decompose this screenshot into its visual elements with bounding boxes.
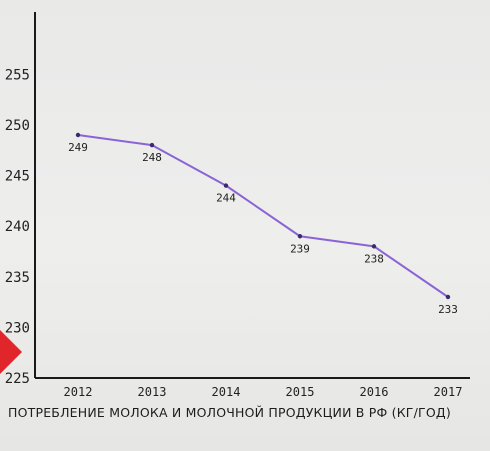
data-label: 238: [364, 252, 384, 265]
y-tick-label: 245: [5, 169, 30, 185]
x-tick-label: 2016: [360, 385, 389, 399]
data-label: 249: [68, 141, 88, 154]
data-point: [445, 294, 451, 300]
data-point: [371, 244, 377, 249]
x-tick-label: 2017: [434, 385, 463, 399]
y-tick-label: 235: [5, 270, 30, 286]
series-line: [77, 134, 449, 298]
red-marker-icon: [0, 330, 22, 374]
data-point: [75, 132, 81, 138]
y-tick-label: 230: [5, 320, 30, 336]
x-tick-label: 2014: [212, 385, 241, 399]
y-tick-label: 255: [5, 67, 30, 83]
x-tick-label: 2012: [64, 385, 93, 399]
data-label: 244: [216, 192, 236, 205]
data-label: 248: [142, 151, 162, 164]
y-tick-label: 250: [5, 118, 30, 134]
data-label: 239: [290, 242, 310, 255]
y-tick-label: 225: [5, 371, 30, 387]
data-label: 233: [438, 303, 458, 316]
x-tick-label: 2013: [138, 385, 167, 399]
x-tick-label: 2015: [286, 385, 315, 399]
chart-title: ПОТРЕБЛЕНИЕ МОЛОКА И МОЛОЧНОЙ ПРОДУКЦИИ …: [8, 405, 451, 420]
y-tick-label: 240: [5, 219, 30, 235]
data-point: [223, 183, 229, 188]
data-point: [297, 234, 303, 239]
data-point: [149, 142, 155, 148]
